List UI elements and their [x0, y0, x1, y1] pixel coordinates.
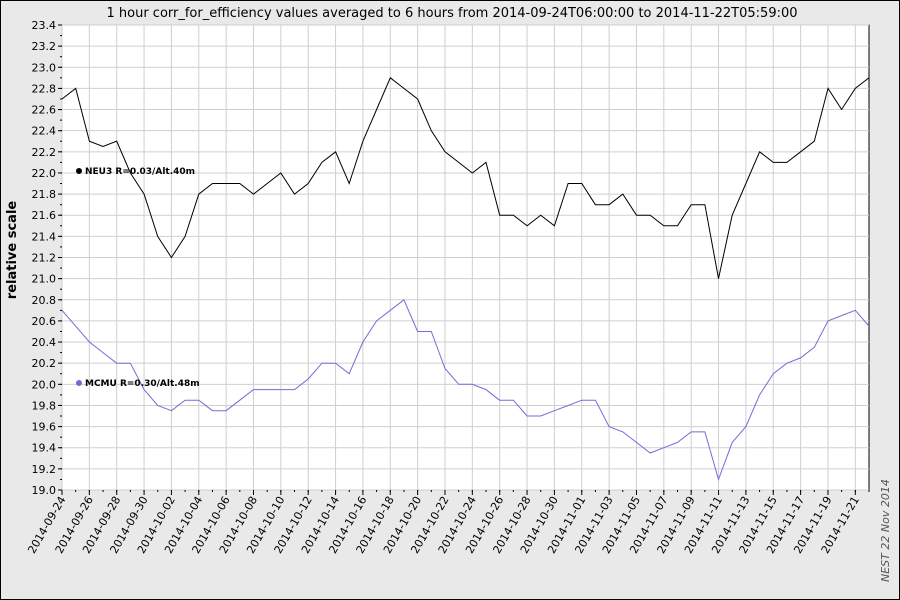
legend-marker: [76, 168, 82, 174]
y-tick-label: 20.6: [32, 315, 57, 328]
series-line-1: [62, 299, 869, 482]
y-tick-label: 22.2: [32, 146, 57, 159]
legend: NEU3 R=0.03/Alt.40m MCMU R=0.30/Alt.48m: [76, 167, 200, 389]
legend-label: MCMU R=0.30/Alt.48m: [85, 379, 200, 389]
y-tick-label: 22.8: [32, 82, 57, 95]
side-label: NEST 22 Nov 2014: [879, 479, 892, 582]
chart-title: 1 hour corr_for_efficiency values averag…: [106, 6, 797, 21]
y-tick-label: 21.8: [32, 188, 57, 201]
y-tick-label: 21.6: [32, 209, 57, 222]
y-tick-label: 19.8: [32, 399, 57, 412]
y-tick-label: 22.6: [32, 104, 57, 117]
y-tick-label: 23.4: [32, 19, 57, 32]
series-group: [62, 77, 869, 482]
y-tick-label: 19.6: [32, 421, 57, 434]
y-tick-label: 23.0: [32, 61, 57, 74]
legend-marker: [76, 380, 82, 386]
y-tick-label: 20.8: [32, 294, 57, 307]
y-axis: 19.0 19.2 19.4 19.6 19.8 20.0 20.2 20.4 20.6 20.8…: [32, 19, 62, 497]
y-tick-label: 21.4: [32, 230, 57, 243]
y-tick-label: 22.4: [32, 125, 57, 138]
y-tick-label: 19.4: [32, 442, 57, 455]
y-axis-label: relative scale: [5, 201, 20, 300]
y-tick-label: 20.0: [32, 378, 57, 391]
y-tick-label: 21.0: [32, 273, 57, 286]
y-tick-label: 21.2: [32, 252, 57, 265]
y-tick-label: 20.4: [32, 336, 57, 349]
y-tick-label: 23.2: [32, 40, 57, 53]
y-tick-label: 19.2: [32, 463, 57, 476]
y-tick-label: 19.0: [32, 484, 57, 497]
y-tick-label: 20.2: [32, 357, 57, 370]
x-axis: 2014-09-242014-09-262014-09-282014-09-30…: [25, 490, 870, 556]
y-tick-label: 22.0: [32, 167, 57, 180]
legend-label: NEU3 R=0.03/Alt.40m: [85, 167, 195, 177]
grid-lines: [61, 24, 869, 491]
series-line-0: [62, 77, 869, 279]
